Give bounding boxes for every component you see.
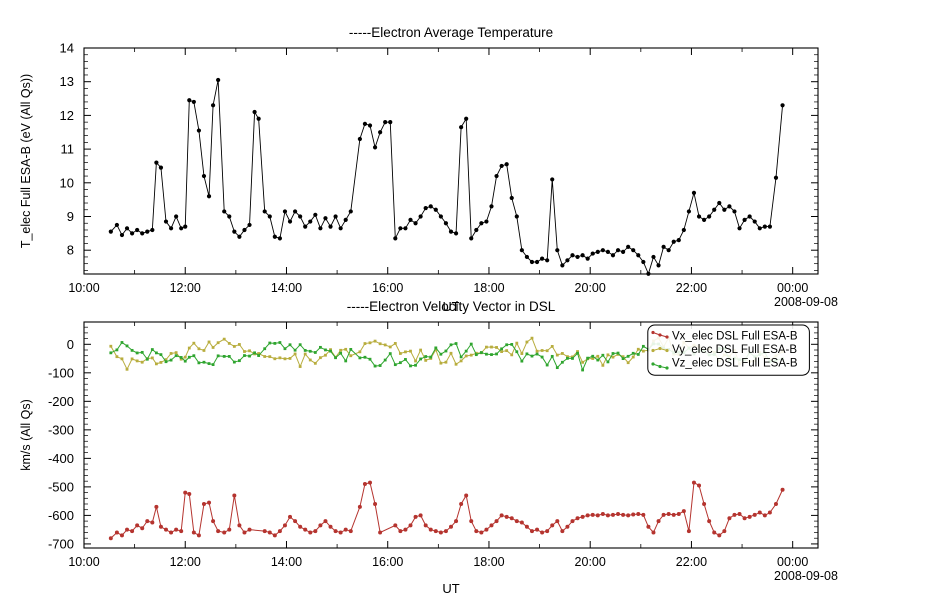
svg-text:-400: -400 <box>48 451 74 466</box>
svg-text:Vx_elec DSL Full ESA-B: Vx_elec DSL Full ESA-B <box>672 331 798 343</box>
svg-text:-600: -600 <box>48 508 74 523</box>
svg-text:12: 12 <box>60 108 74 123</box>
svg-text:11: 11 <box>61 142 75 157</box>
svg-text:T_elec Full ESA-B (eV (All Qs): T_elec Full ESA-B (eV (All Qs)) <box>19 74 33 248</box>
svg-text:12:00: 12:00 <box>170 281 201 295</box>
svg-text:16:00: 16:00 <box>372 555 403 569</box>
svg-text:-----Electron Average Temperat: -----Electron Average Temperature <box>349 25 553 40</box>
svg-text:UT: UT <box>443 300 460 314</box>
svg-text:14:00: 14:00 <box>271 555 302 569</box>
svg-text:14:00: 14:00 <box>271 281 302 295</box>
svg-text:Vz_elec DSL Full ESA-B: Vz_elec DSL Full ESA-B <box>672 358 798 370</box>
svg-text:10:00: 10:00 <box>68 555 99 569</box>
svg-text:10:00: 10:00 <box>68 281 99 295</box>
svg-text:16:00: 16:00 <box>372 281 403 295</box>
svg-text:10: 10 <box>60 175 74 190</box>
svg-text:13: 13 <box>60 74 74 89</box>
svg-text:2008-09-08: 2008-09-08 <box>774 295 838 309</box>
svg-text:9: 9 <box>67 209 74 224</box>
svg-text:-700: -700 <box>48 536 74 551</box>
svg-text:-300: -300 <box>48 422 74 437</box>
svg-text:12:00: 12:00 <box>170 555 201 569</box>
svg-text:18:00: 18:00 <box>473 281 504 295</box>
svg-text:Vy_elec DSL Full ESA-B: Vy_elec DSL Full ESA-B <box>672 344 797 356</box>
svg-text:-200: -200 <box>48 394 74 409</box>
svg-text:2008-09-08: 2008-09-08 <box>774 569 838 583</box>
svg-text:22:00: 22:00 <box>676 281 707 295</box>
svg-text:14: 14 <box>60 41 74 56</box>
svg-text:18:00: 18:00 <box>473 555 504 569</box>
svg-text:0: 0 <box>67 337 74 352</box>
svg-text:-100: -100 <box>48 365 74 380</box>
svg-text:UT: UT <box>442 581 459 596</box>
svg-text:-500: -500 <box>48 479 74 494</box>
svg-text:20:00: 20:00 <box>575 281 606 295</box>
svg-text:22:00: 22:00 <box>676 555 707 569</box>
svg-text:km/s (All Qs): km/s (All Qs) <box>19 399 33 471</box>
svg-text:8: 8 <box>67 243 74 258</box>
svg-text:00:00: 00:00 <box>777 555 808 569</box>
svg-text:20:00: 20:00 <box>575 555 606 569</box>
svg-text:00:00: 00:00 <box>777 281 808 295</box>
